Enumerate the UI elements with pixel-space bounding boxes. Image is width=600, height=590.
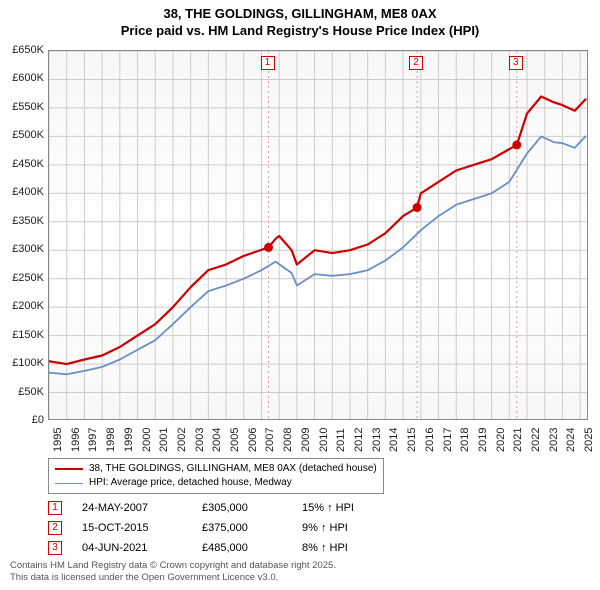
event-id-box: 1 (48, 501, 62, 515)
y-tick-label: £500K (12, 129, 44, 141)
event-id-box: 2 (48, 521, 62, 535)
legend-row: HPI: Average price, detached house, Medw… (55, 476, 377, 490)
y-tick-label: £150K (12, 329, 44, 341)
events-table: 1 24-MAY-2007 £305,000 15% ↑ HPI 2 15-OCT-201… (48, 498, 392, 558)
x-tick-label: 1997 (87, 428, 99, 452)
x-tick-label: 2015 (406, 428, 418, 452)
legend-swatch (55, 468, 83, 470)
y-tick-label: £600K (12, 72, 44, 84)
x-tick-label: 2010 (318, 428, 330, 452)
x-tick-label: 2003 (194, 428, 206, 452)
x-tick-label: 2016 (424, 428, 436, 452)
y-tick-label: £550K (12, 101, 44, 113)
x-tick-label: 1998 (105, 428, 117, 452)
x-tick-label: 2022 (530, 428, 542, 452)
y-tick-label: £400K (12, 186, 44, 198)
y-tick-label: £350K (12, 215, 44, 227)
y-tick-label: £200K (12, 300, 44, 312)
event-date: 15-OCT-2015 (82, 522, 182, 534)
legend-swatch (55, 483, 83, 484)
x-tick-label: 1999 (123, 428, 135, 452)
x-tick-label: 2024 (565, 428, 577, 452)
x-tick-label: 1996 (70, 428, 82, 452)
y-tick-label: £100K (12, 357, 44, 369)
event-price: £305,000 (202, 502, 282, 514)
x-tick-label: 2012 (353, 428, 365, 452)
x-tick-label: 2017 (442, 428, 454, 452)
footer-line-2: This data is licensed under the Open Gov… (10, 572, 336, 584)
event-price: £375,000 (202, 522, 282, 534)
event-row: 3 04-JUN-2021 £485,000 8% ↑ HPI (48, 538, 392, 558)
x-tick-label: 2008 (282, 428, 294, 452)
x-tick-label: 2021 (512, 428, 524, 452)
event-marker-2: 2 (409, 56, 423, 70)
x-tick-label: 2013 (371, 428, 383, 452)
chart-container: 38, THE GOLDINGS, GILLINGHAM, ME8 0AX Pr… (0, 0, 600, 590)
legend-label: 38, THE GOLDINGS, GILLINGHAM, ME8 0AX (d… (89, 462, 377, 476)
event-id-box: 3 (48, 541, 62, 555)
x-tick-label: 2019 (477, 428, 489, 452)
x-tick-label: 2007 (264, 428, 276, 452)
y-tick-label: £300K (12, 243, 44, 255)
event-row: 2 15-OCT-2015 £375,000 9% ↑ HPI (48, 518, 392, 538)
y-tick-label: £50K (18, 386, 44, 398)
legend: 38, THE GOLDINGS, GILLINGHAM, ME8 0AX (d… (48, 458, 384, 494)
event-row: 1 24-MAY-2007 £305,000 15% ↑ HPI (48, 498, 392, 518)
x-tick-label: 2025 (583, 428, 595, 452)
y-tick-label: £0 (32, 414, 44, 426)
y-tick-label: £650K (12, 44, 44, 56)
x-tick-label: 2000 (141, 428, 153, 452)
x-tick-label: 2002 (176, 428, 188, 452)
event-delta: 9% ↑ HPI (302, 522, 392, 534)
title-line-1: 38, THE GOLDINGS, GILLINGHAM, ME8 0AX (0, 6, 600, 23)
title-line-2: Price paid vs. HM Land Registry's House … (0, 23, 600, 40)
event-marker-1: 1 (261, 56, 275, 70)
event-delta: 8% ↑ HPI (302, 542, 392, 554)
chart-plot-area (48, 50, 588, 420)
x-tick-label: 1995 (52, 428, 64, 452)
event-marker-3: 3 (509, 56, 523, 70)
x-tick-label: 2018 (459, 428, 471, 452)
footer: Contains HM Land Registry data © Crown c… (10, 560, 336, 584)
x-tick-label: 2006 (247, 428, 259, 452)
legend-row: 38, THE GOLDINGS, GILLINGHAM, ME8 0AX (d… (55, 462, 377, 476)
x-tick-label: 2014 (388, 428, 400, 452)
x-tick-label: 2005 (229, 428, 241, 452)
x-tick-label: 2023 (548, 428, 560, 452)
event-delta: 15% ↑ HPI (302, 502, 392, 514)
y-tick-label: £450K (12, 158, 44, 170)
title-block: 38, THE GOLDINGS, GILLINGHAM, ME8 0AX Pr… (0, 0, 600, 40)
legend-label: HPI: Average price, detached house, Medw… (89, 476, 292, 490)
x-tick-label: 2004 (211, 428, 223, 452)
footer-line-1: Contains HM Land Registry data © Crown c… (10, 560, 336, 572)
event-date: 24-MAY-2007 (82, 502, 182, 514)
event-price: £485,000 (202, 542, 282, 554)
x-tick-label: 2001 (158, 428, 170, 452)
x-tick-label: 2020 (495, 428, 507, 452)
y-tick-label: £250K (12, 272, 44, 284)
x-tick-label: 2009 (300, 428, 312, 452)
x-tick-label: 2011 (335, 428, 347, 452)
event-date: 04-JUN-2021 (82, 542, 182, 554)
chart-svg (49, 51, 587, 419)
